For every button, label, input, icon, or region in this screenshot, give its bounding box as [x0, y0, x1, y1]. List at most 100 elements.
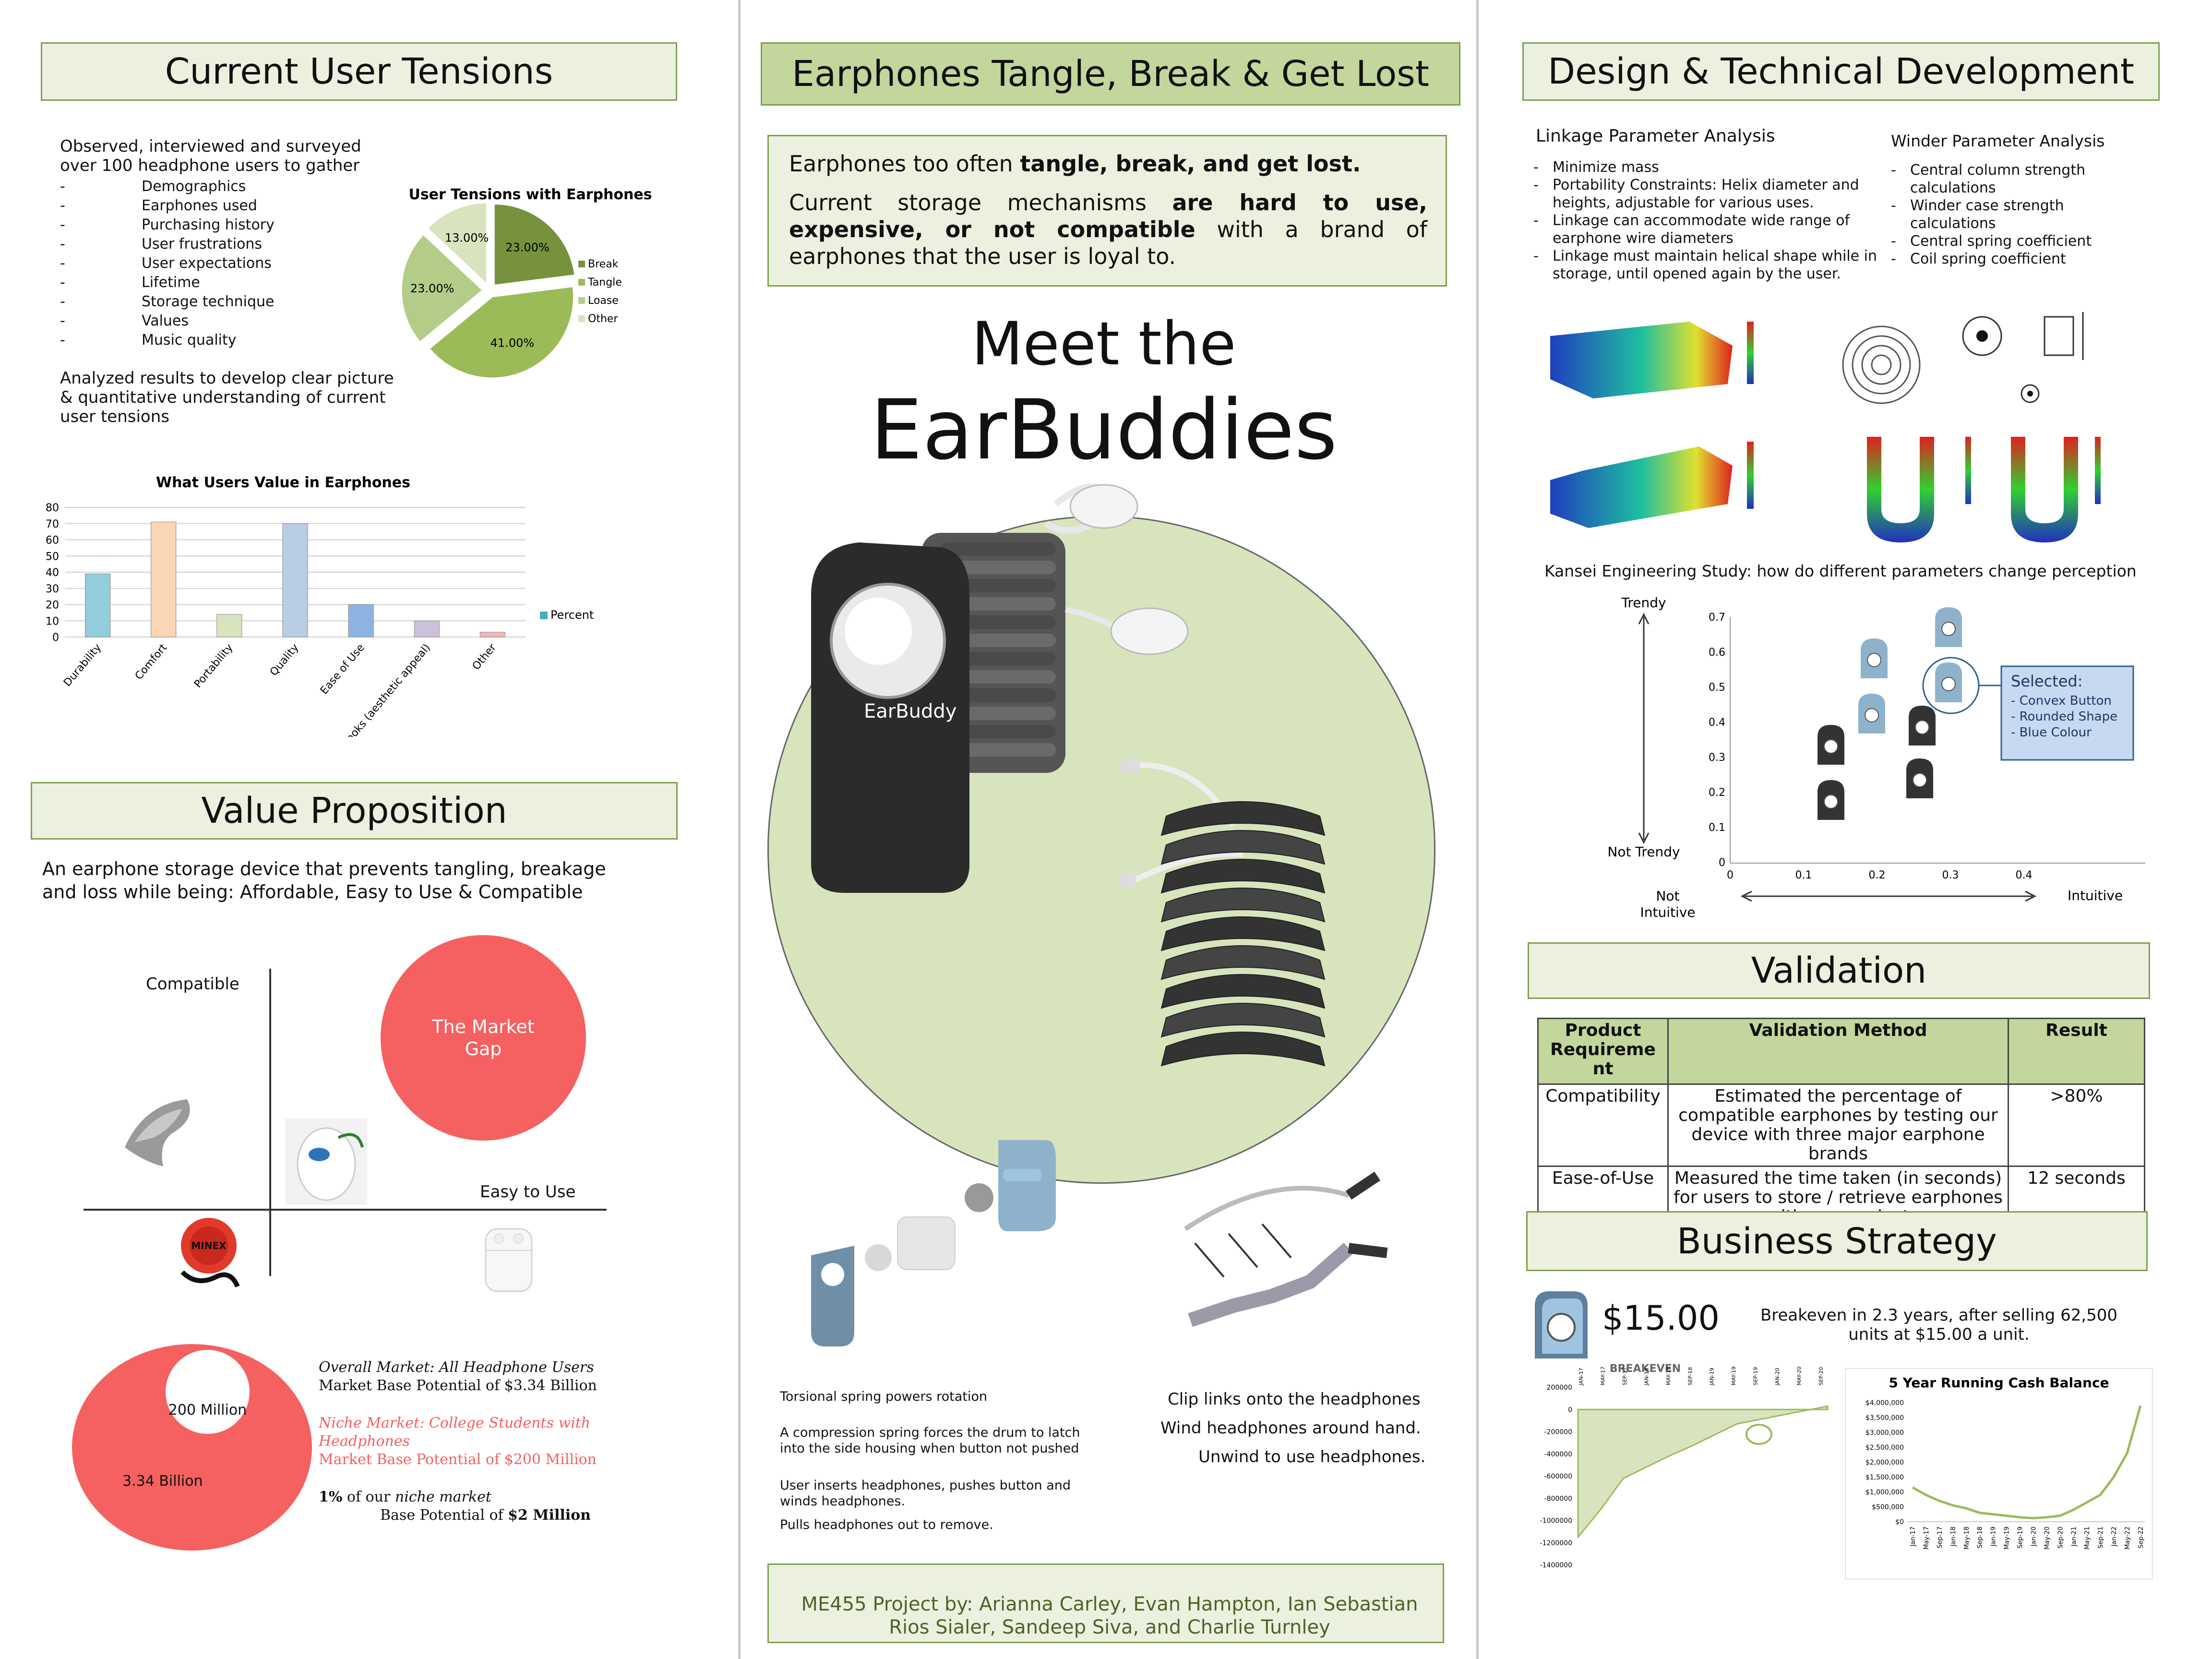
- kansei-y-bottom: Not Trendy: [1607, 844, 1680, 860]
- linkage-title: Linkage Parameter Analysis: [1536, 126, 1775, 146]
- coil-ring: [941, 561, 1056, 574]
- clip-assembly-image: [1184, 1171, 1388, 1327]
- values-bar-chart: What Users Value in Earphones 0 10 20 30 40 5…: [46, 474, 594, 737]
- cash-y-tick: $4,000,000: [1865, 1399, 1904, 1407]
- breakeven-text: Breakeven in 2.3 years, after selling 62…: [1760, 1306, 2118, 1344]
- bar-y-tick: 40: [46, 567, 59, 579]
- kansei-x-tick: 0.3: [1942, 869, 1959, 881]
- clip-links-image: [1118, 758, 1326, 1067]
- bar-y-tick: 20: [46, 600, 59, 612]
- cash-x-tick: Sep-19: [2017, 1527, 2024, 1549]
- clip-link-layer: [1160, 859, 1326, 894]
- bar-legend-label: Percent: [550, 608, 594, 622]
- tensions-pie-chart: User Tensions with Earphones 23.00% 41.00…: [400, 186, 652, 379]
- breakeven-y-tick: -200000: [1544, 1429, 1573, 1436]
- cash-y-tick: $500,000: [1872, 1503, 1904, 1511]
- column-divider-right: [1476, 0, 1479, 1659]
- kansei-design-icon: [1817, 780, 1844, 820]
- bar-x-label: Durability: [61, 642, 104, 689]
- kansei-design-icon: [1909, 706, 1936, 745]
- market-gap-label-1: The Market: [432, 1016, 535, 1037]
- pie-legend-swatch: [578, 315, 585, 322]
- breakeven-area: [1577, 1405, 1829, 1539]
- pie-legend-label: Tangle: [587, 276, 622, 289]
- quadrant-easy-label: Easy to Use: [480, 1182, 576, 1202]
- bar-ease-of-use: [348, 604, 374, 637]
- bar-x-label: Ease of Use: [318, 642, 367, 697]
- kansei-perception-chart: Trendy Not Trendy Not Intuitive Intuitiv…: [1607, 595, 2145, 920]
- breakeven-x-tick: JAN-19: [1709, 1368, 1715, 1386]
- clip-link-layer: [1160, 974, 1326, 1009]
- breakeven-x-tick: SEP-19: [1753, 1367, 1759, 1385]
- value-prop-text: An earphone storage device that prevents…: [42, 858, 606, 902]
- bar-y-tick: 30: [46, 583, 59, 595]
- breakeven-y-tick: -600000: [1544, 1473, 1573, 1480]
- cash-x-tick: Sep-18: [1977, 1527, 1984, 1549]
- pie-data-label: 23.00%: [410, 282, 454, 295]
- kansei-selected-title: Selected:: [2011, 672, 2083, 690]
- fea-winder-image: [1867, 437, 2101, 542]
- list-item: - Minimize mass: [1533, 159, 1659, 176]
- value-prop-header: Value Proposition: [31, 782, 678, 840]
- breakeven-x-tick: MAY-17: [1600, 1366, 1606, 1385]
- list-item: - Winder case strength calculations: [1891, 197, 2064, 232]
- minex-label: MINEX: [191, 1240, 227, 1251]
- pie-slice-other: [426, 202, 488, 286]
- cash-x-tick: Jan-17: [1910, 1527, 1917, 1547]
- bar-x-label: Portability: [192, 642, 236, 690]
- cash-y-tick: $1,000,000: [1865, 1489, 1904, 1496]
- kansei-x-tick: 0.1: [1795, 869, 1812, 881]
- design-title: Design & Technical Development: [1548, 51, 2134, 92]
- cash-x-tick: Sep-17: [1937, 1527, 1944, 1549]
- clip-link-layer: [1160, 916, 1326, 951]
- list-item: - Coil spring coefficient: [1891, 251, 2066, 267]
- overall-market-title: Overall Market: All Headphone Users: [319, 1359, 594, 1376]
- kansei-y-tick: 0.1: [1709, 822, 1725, 834]
- bar-looks-aesthetic-appeal-: [414, 620, 440, 637]
- kansei-design-icon: [1817, 725, 1844, 765]
- quadrant-compatible-label: Compatible: [146, 974, 239, 994]
- linkage-list: - Minimize mass - Portability Constraints:…: [1533, 158, 1879, 283]
- bar-y-tick: 80: [46, 502, 59, 514]
- clip-link-layer: [1160, 1032, 1326, 1067]
- mechanism-text-2: A compression spring forces the drum to …: [780, 1425, 1080, 1456]
- bar-x-label: Quality: [268, 642, 301, 678]
- list-item: - Lifetime: [60, 274, 200, 291]
- kansei-x-left-1: Not: [1656, 888, 1679, 904]
- clip-link-layer: [1160, 830, 1326, 865]
- fea-linkage-image-2: [1550, 442, 1754, 528]
- kansei-design-icon: [1861, 638, 1888, 678]
- breakeven-y-tick: 200000: [1547, 1384, 1572, 1392]
- cash-x-tick: Sep-22: [2138, 1527, 2145, 1549]
- kansei-design-icon: [1858, 694, 1885, 733]
- analyzed-text: Analyzed results to develop clear pictur…: [60, 369, 394, 426]
- kansei-x-tick: 0: [1727, 869, 1734, 881]
- pie-data-label: 41.00%: [490, 337, 535, 350]
- clip-text-3: Unwind to use headphones.: [1198, 1447, 1426, 1467]
- bar-y-tick: 70: [46, 518, 59, 530]
- pie-data-label: 13.00%: [445, 231, 489, 244]
- cash-x-tick: Jan-19: [1990, 1527, 1997, 1547]
- pie-legend-swatch: [578, 261, 585, 267]
- table-header: Product Requireme nt: [1537, 1018, 1669, 1085]
- breakeven-chart: BREAKEVEN 200000 0 -200000 -400000 -600000 -8…: [1530, 1358, 1842, 1584]
- tensions-title: Current User Tensions: [165, 51, 553, 92]
- kansei-selected-item: - Convex Button: [2011, 694, 2112, 708]
- cash-x-tick: May-21: [2084, 1527, 2091, 1550]
- cash-x-tick: May-17: [1923, 1527, 1930, 1550]
- niche-market-text: Market Base Potential of $200 Million: [319, 1451, 597, 1468]
- kansei-selected-item: - Blue Colour: [2011, 725, 2092, 740]
- tensions-header: Current User Tensions: [41, 42, 677, 101]
- problem-line-1: Earphones too often tangle, break, and g…: [789, 151, 1361, 177]
- bar-durability: [85, 573, 111, 637]
- kansei-x-tick: 0.2: [1869, 869, 1886, 881]
- bar-x-label: Other: [470, 641, 499, 673]
- cash-y-tick: $2,500,000: [1865, 1444, 1904, 1452]
- table-row: Compatibility Estimated the percentage o…: [1537, 1083, 2145, 1167]
- breakeven-y-tick: -400000: [1544, 1451, 1573, 1458]
- kansei-y-tick: 0.3: [1709, 752, 1725, 764]
- breakeven-x-tick: JAN-17: [1578, 1368, 1584, 1386]
- list-item: - Central column strength calculations: [1891, 162, 2086, 196]
- winder-spiral-diagram: [1842, 312, 2084, 404]
- kansei-design-icon: [1906, 758, 1933, 798]
